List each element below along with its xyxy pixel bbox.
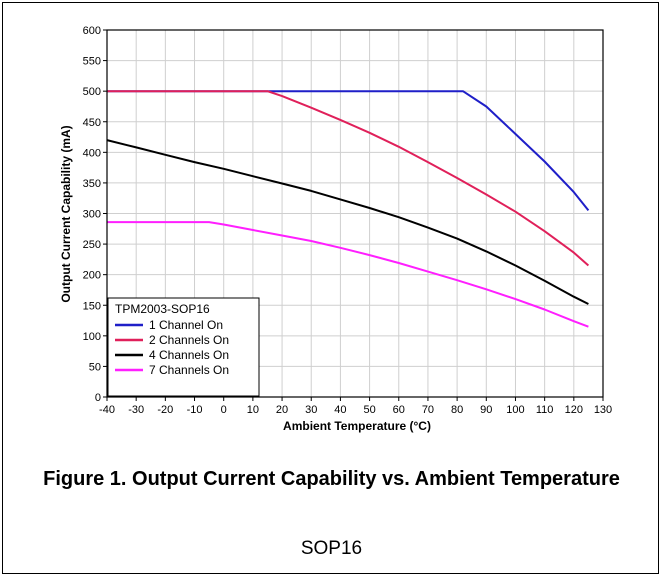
y-axis-label: Output Current Capability (mA): [59, 125, 73, 302]
figure-caption: Figure 1. Output Current Capability vs. …: [43, 468, 620, 490]
y-tick-label: 450: [83, 117, 101, 129]
y-tick-label: 400: [83, 147, 101, 159]
y-tick-label: 300: [83, 209, 101, 221]
legend-label-1: 1 Channel On: [149, 318, 223, 332]
x-tick-label: -40: [99, 404, 115, 416]
y-tick-label: 100: [83, 331, 101, 343]
x-tick-label: 40: [334, 404, 346, 416]
x-tick-label: 70: [422, 404, 434, 416]
x-tick-label: 60: [393, 404, 405, 416]
current-vs-temperature-chart: -40 -30 -20 -10 0 10 20 30 40 50 60 70 80 90 100 110 120…: [59, 25, 612, 433]
y-tick-label: 200: [83, 270, 101, 282]
legend-box: [107, 297, 260, 397]
chart-series: [106, 90, 590, 328]
x-tick-label: -20: [157, 404, 173, 416]
x-tick-label: 30: [305, 404, 317, 416]
y-tick-label: 150: [83, 300, 101, 312]
y-axis-ticks: 0 50 100 150 200 250 300 350 400 450 500 550 600: [83, 25, 107, 404]
y-tick-label: 0: [95, 392, 101, 404]
chart-legend: TPM2003-SOP16 1 Channel On2 Channels On4 …: [107, 297, 260, 397]
x-tick-label: -10: [187, 404, 203, 416]
package-label: SOP16: [300, 538, 363, 559]
y-tick-label: 550: [83, 56, 101, 68]
x-tick-label: 110: [536, 404, 554, 416]
series-line-1: [107, 90, 590, 212]
x-tick-label: 90: [480, 404, 492, 416]
legend-label-2: 2 Channels On: [149, 333, 229, 347]
y-tick-label: 50: [89, 361, 101, 373]
series-line-3: [106, 139, 589, 305]
y-tick-label: 600: [83, 25, 101, 37]
x-tick-label: -30: [128, 404, 144, 416]
x-tick-label: 120: [565, 404, 583, 416]
legend-label-3: 4 Channels On: [149, 348, 229, 362]
series-line-4: [107, 221, 589, 328]
x-axis-label: Ambient Temperature (°C): [283, 419, 431, 433]
x-tick-label: 80: [451, 404, 463, 416]
y-tick-label: 250: [83, 239, 101, 251]
x-axis-ticks: -40 -30 -20 -10 0 10 20 30 40 50 60 70 80 90 100 110 120…: [99, 397, 612, 416]
legend-title: TPM2003-SOP16: [115, 302, 210, 316]
x-tick-label: 100: [506, 404, 524, 416]
x-tick-label: 10: [247, 404, 259, 416]
x-tick-label: 0: [221, 404, 227, 416]
legend-label-4: 7 Channels On: [149, 363, 229, 377]
y-tick-label: 500: [83, 86, 101, 98]
x-tick-label: 130: [594, 404, 612, 416]
x-tick-label: 50: [363, 404, 375, 416]
y-tick-label: 350: [83, 178, 101, 190]
series-line-2: [107, 90, 590, 267]
x-tick-label: 20: [276, 404, 288, 416]
